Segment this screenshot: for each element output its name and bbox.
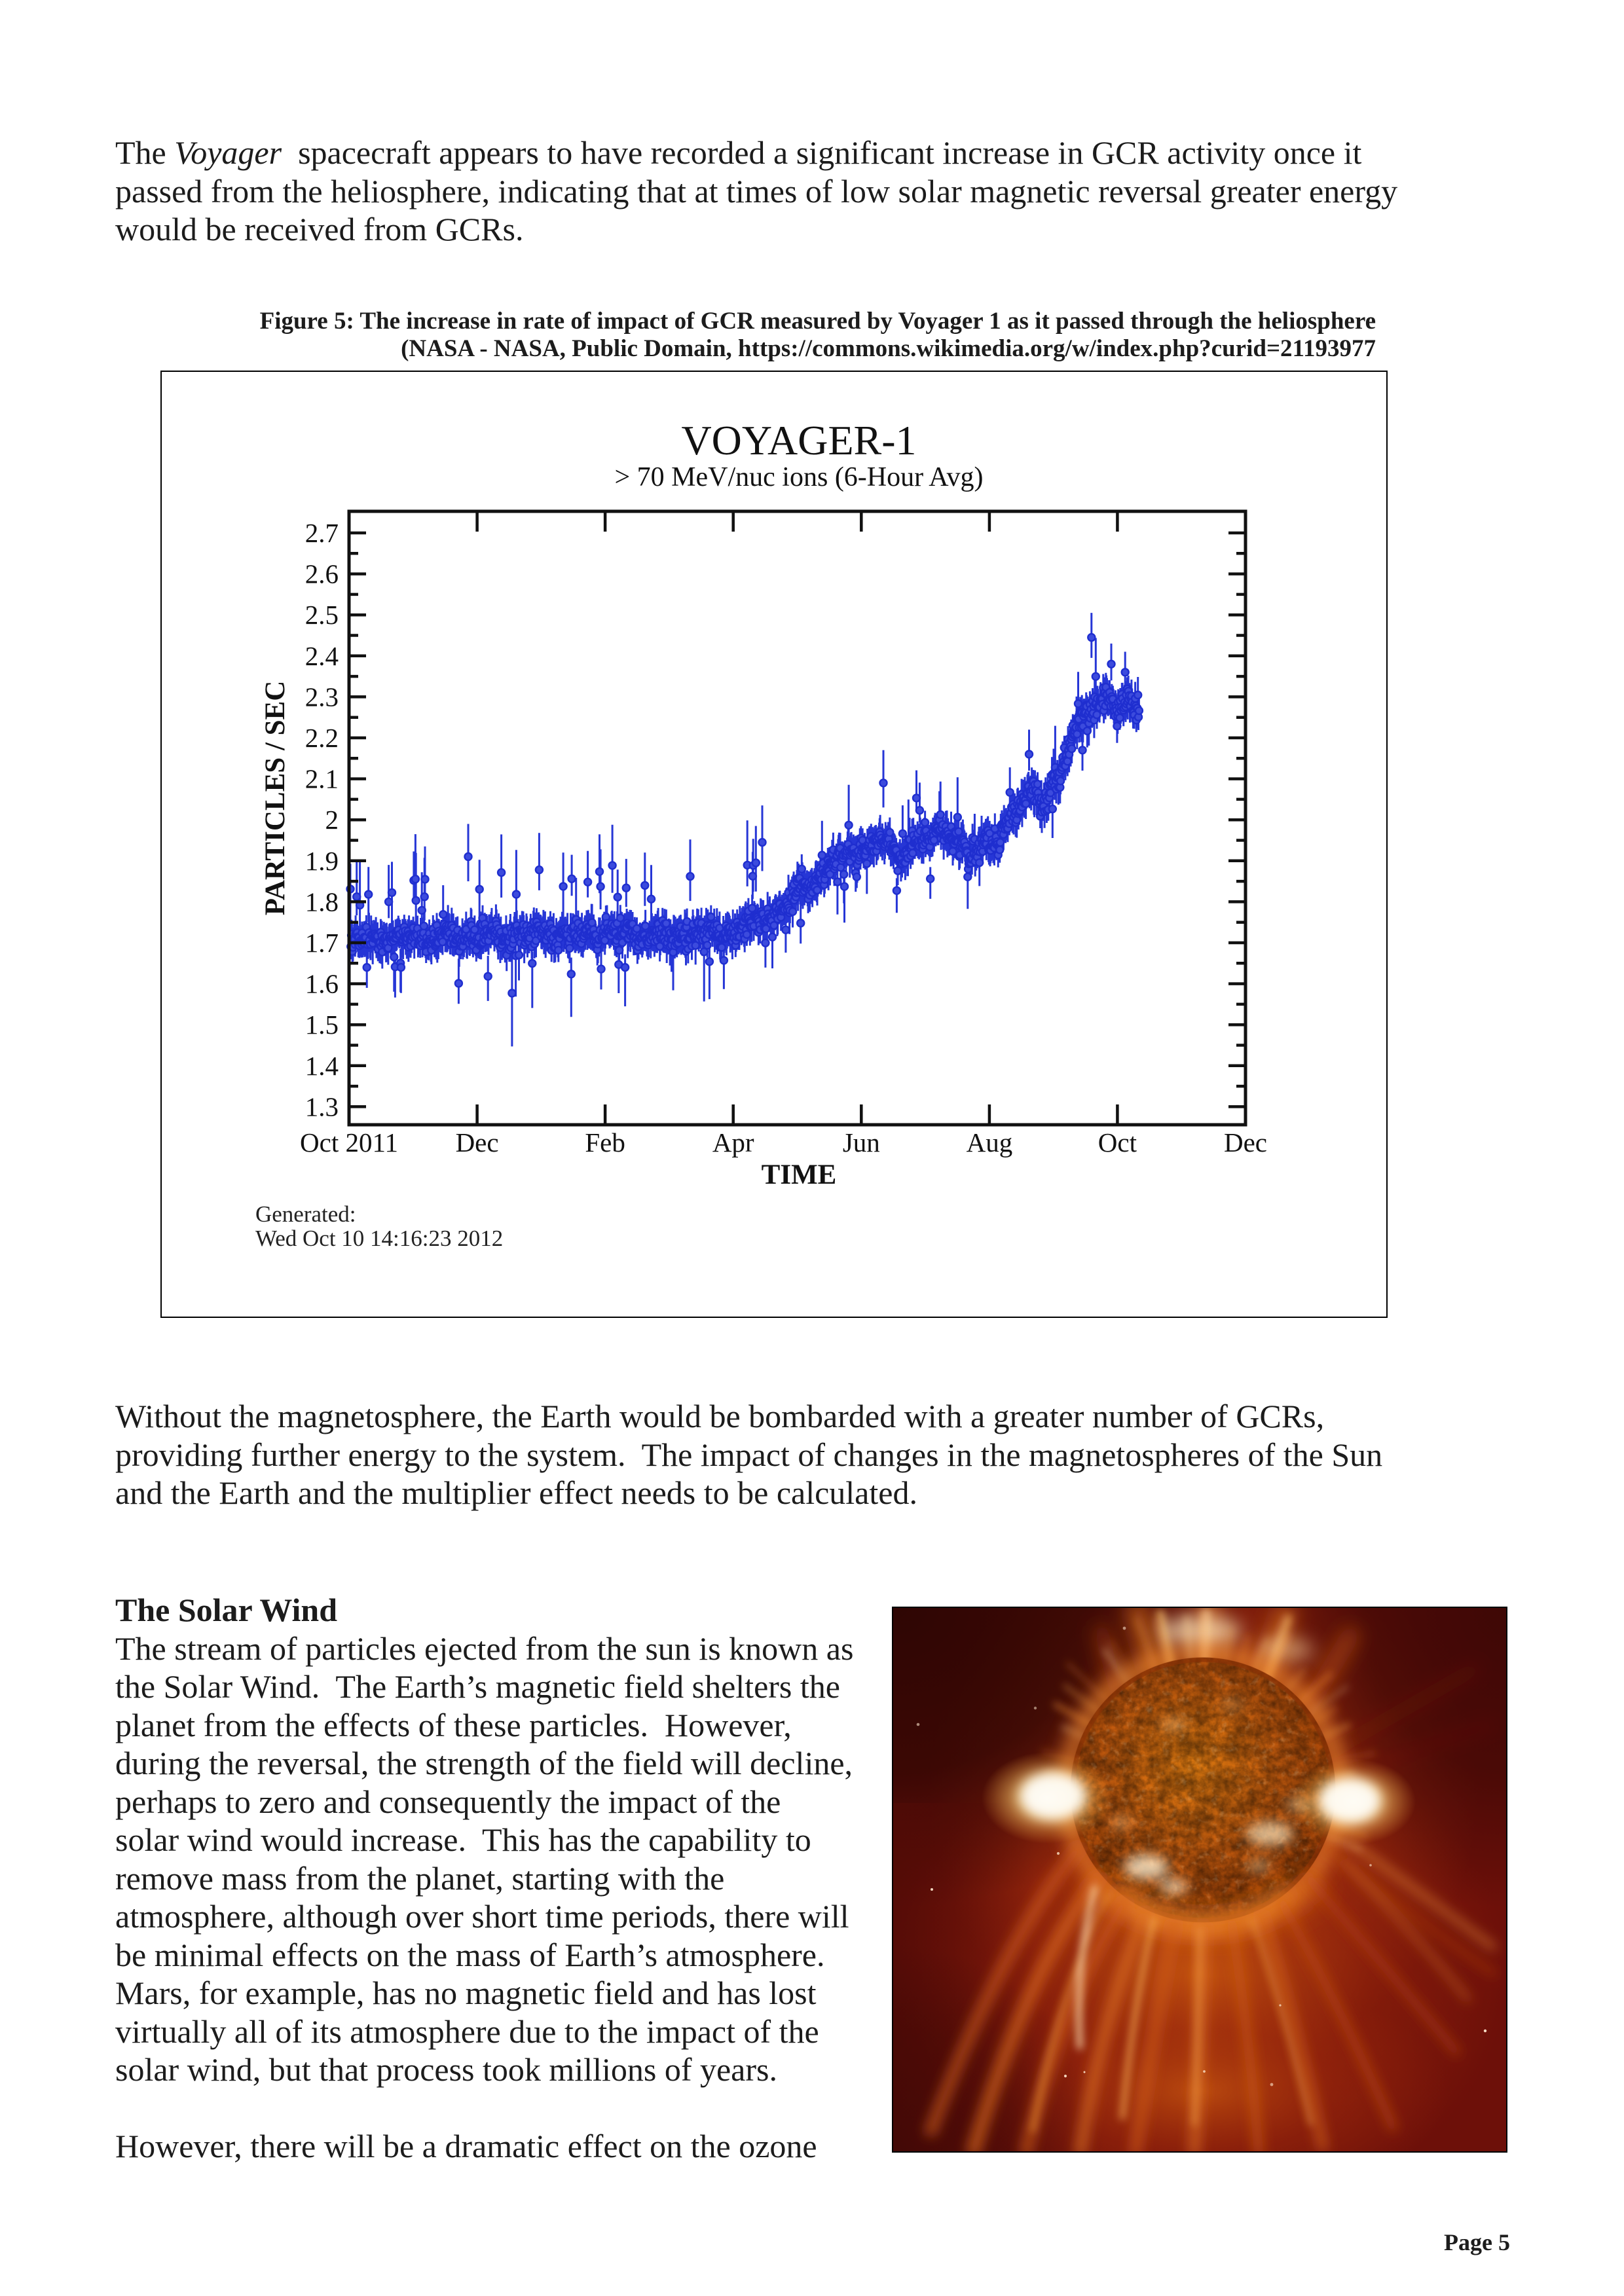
svg-text:1.9: 1.9	[305, 846, 339, 876]
svg-text:2.3: 2.3	[305, 682, 339, 712]
svg-text:Aug: Aug	[967, 1127, 1013, 1157]
svg-text:Jun: Jun	[843, 1127, 880, 1157]
svg-text:1.4: 1.4	[305, 1051, 339, 1081]
svg-text:2: 2	[325, 805, 339, 835]
svg-text:Feb: Feb	[585, 1127, 625, 1157]
svg-text:VOYAGER-1: VOYAGER-1	[681, 417, 916, 464]
svg-text:Dec: Dec	[456, 1127, 499, 1157]
svg-text:2.2: 2.2	[305, 723, 339, 753]
svg-text:2.6: 2.6	[305, 559, 339, 589]
svg-text:Oct: Oct	[1098, 1127, 1137, 1157]
svg-text:Oct 2011: Oct 2011	[300, 1127, 398, 1157]
svg-text:1.3: 1.3	[305, 1091, 339, 1121]
svg-text:Generated:: Generated:	[255, 1201, 356, 1227]
svg-text:Dec: Dec	[1224, 1127, 1267, 1157]
svg-text:2.1: 2.1	[305, 764, 339, 794]
svg-text:1.8: 1.8	[305, 886, 339, 917]
svg-text:Wed Oct 10 14:16:23 2012: Wed Oct 10 14:16:23 2012	[255, 1226, 503, 1251]
svg-text:1.7: 1.7	[305, 928, 339, 958]
svg-text:PARTICLES / SEC: PARTICLES / SEC	[260, 681, 291, 916]
svg-text:> 70 MeV/nuc ions (6-Hour Avg): > 70 MeV/nuc ions (6-Hour Avg)	[614, 462, 983, 492]
svg-text:2.4: 2.4	[305, 641, 339, 671]
svg-text:1.5: 1.5	[305, 1010, 339, 1040]
svg-text:1.6: 1.6	[305, 969, 339, 999]
svg-text:2.5: 2.5	[305, 600, 339, 630]
svg-text:TIME: TIME	[762, 1159, 837, 1190]
svg-text:2.7: 2.7	[305, 518, 339, 548]
svg-text:Apr: Apr	[712, 1127, 754, 1157]
